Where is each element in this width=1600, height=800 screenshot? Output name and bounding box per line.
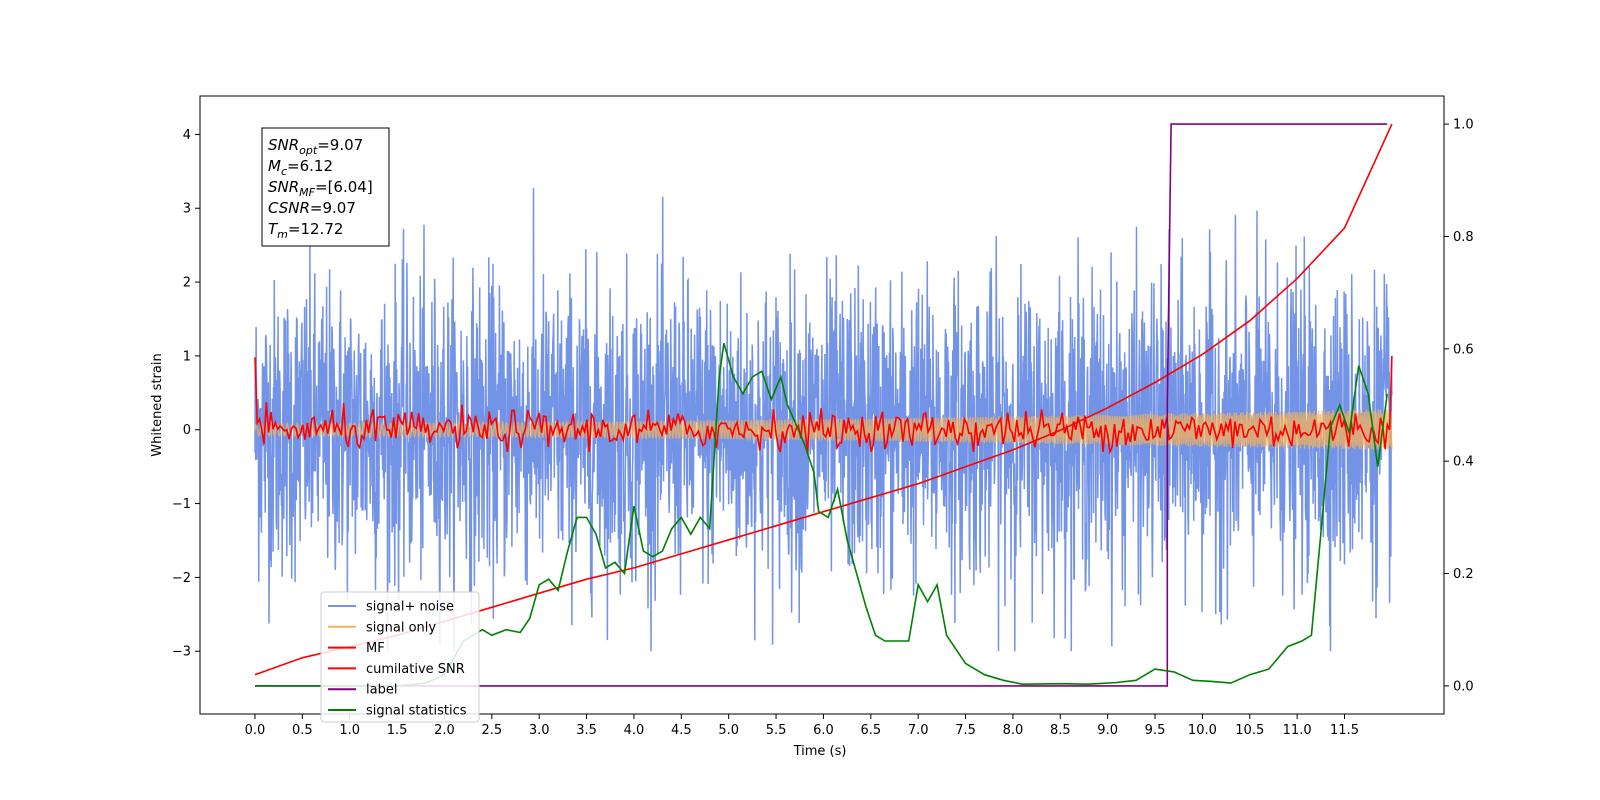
x-axis: 0.0 0.5 1.0 1.5 2.0 2.5 3.0 3.5 4.0 4.5 5.0 5.5 6.0 6… bbox=[245, 714, 1359, 738]
y-tick-label: −2 bbox=[172, 571, 191, 586]
y-tick-label: 0 bbox=[183, 423, 191, 438]
series-mf bbox=[254, 355, 1393, 455]
x-tick-label: 7.5 bbox=[955, 723, 976, 738]
x-tick-label: 5.5 bbox=[766, 723, 787, 738]
x-tick-label: 9.5 bbox=[1145, 723, 1166, 738]
y-tick-label: 3 bbox=[183, 202, 191, 217]
x-tick-label: 1.5 bbox=[387, 723, 408, 738]
y2-tick-label: 0.4 bbox=[1453, 455, 1474, 470]
x-tick-label: 2.0 bbox=[434, 723, 455, 738]
legend-label: signal+ noise bbox=[366, 600, 454, 615]
legend-label: MF bbox=[366, 641, 385, 656]
x-tick-label: 8.5 bbox=[1050, 723, 1071, 738]
x-tick-label: 11.5 bbox=[1330, 723, 1359, 738]
y-axis-left: 4 3 2 1 0 −1 −2 −3 bbox=[172, 128, 200, 660]
x-tick-label: 7.0 bbox=[908, 723, 929, 738]
y2-tick-label: 0.2 bbox=[1453, 567, 1474, 582]
x-tick-label: 8.0 bbox=[1003, 723, 1024, 738]
plot-frame bbox=[199, 95, 1445, 715]
y-tick-label: 1 bbox=[183, 349, 191, 364]
x-tick-label: 9.0 bbox=[1097, 723, 1118, 738]
x-tick-label: 3.0 bbox=[529, 723, 550, 738]
y-axis-right: 1.0 0.8 0.6 0.4 0.2 0.0 bbox=[1444, 118, 1474, 694]
legend-label: cumilative SNR bbox=[366, 662, 465, 677]
x-axis-label: Time (s) bbox=[793, 744, 847, 759]
y-tick-label: −1 bbox=[172, 497, 191, 512]
y2-tick-label: 0.6 bbox=[1453, 342, 1474, 357]
y-tick-label: 2 bbox=[183, 276, 191, 291]
series-signal-statistics bbox=[255, 342, 1388, 687]
x-tick-label: 2.5 bbox=[481, 723, 502, 738]
info-line: SNRMF=[6.04] bbox=[268, 178, 373, 199]
x-tick-label: 11.0 bbox=[1283, 723, 1312, 738]
legend-label: label bbox=[366, 683, 397, 698]
legend: signal+ noise signal only MF cumilative SNR… bbox=[320, 591, 480, 723]
x-tick-label: 0.0 bbox=[245, 723, 266, 738]
y-axis-label: Whitened strain bbox=[150, 353, 165, 456]
y2-tick-label: 0.0 bbox=[1453, 679, 1474, 694]
info-line: Tm=12.72 bbox=[268, 220, 343, 241]
y2-tick-label: 1.0 bbox=[1453, 118, 1474, 133]
x-tick-label: 4.0 bbox=[624, 723, 645, 738]
info-line: SNRopt=9.07 bbox=[268, 136, 363, 157]
legend-label: signal only bbox=[366, 620, 436, 635]
x-tick-label: 10.0 bbox=[1188, 723, 1217, 738]
info-line: Mc=6.12 bbox=[268, 157, 333, 178]
x-tick-label: 1.0 bbox=[339, 723, 360, 738]
y2-tick-label: 0.8 bbox=[1453, 230, 1474, 245]
series-label bbox=[255, 123, 1388, 687]
x-tick-label: 5.0 bbox=[718, 723, 739, 738]
y-tick-label: 4 bbox=[183, 128, 191, 143]
x-tick-label: 6.5 bbox=[860, 723, 881, 738]
x-tick-label: 0.5 bbox=[292, 723, 313, 738]
y-tick-label: −3 bbox=[172, 645, 191, 660]
x-tick-label: 6.0 bbox=[813, 723, 834, 738]
legend-label: signal statistics bbox=[366, 704, 467, 719]
x-tick-label: 10.5 bbox=[1235, 723, 1264, 738]
x-tick-label: 4.5 bbox=[671, 723, 692, 738]
info-line: CSNR=9.07 bbox=[268, 199, 356, 217]
x-tick-label: 3.5 bbox=[576, 723, 597, 738]
